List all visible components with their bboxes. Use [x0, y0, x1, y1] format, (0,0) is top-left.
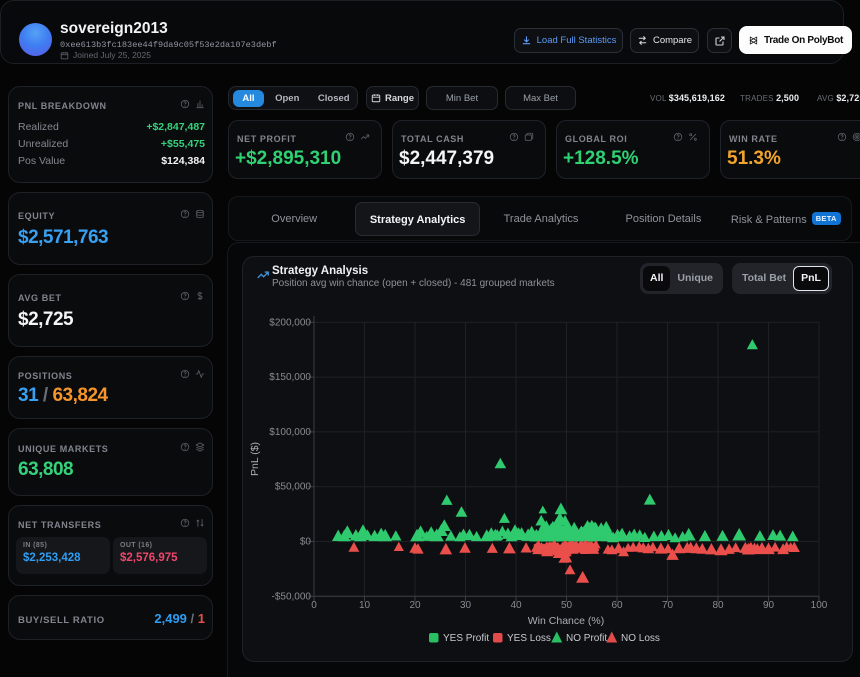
- svg-text:YES Profit: YES Profit: [443, 633, 489, 644]
- svg-text:NO Profit: NO Profit: [566, 633, 607, 644]
- svg-text:60: 60: [611, 600, 623, 611]
- svg-text:90: 90: [763, 600, 775, 611]
- svg-text:-$50,000: -$50,000: [272, 591, 312, 602]
- svg-text:$50,000: $50,000: [275, 482, 312, 493]
- svg-text:10: 10: [359, 600, 371, 611]
- svg-text:PnL ($): PnL ($): [249, 442, 261, 476]
- svg-text:$0: $0: [300, 537, 312, 548]
- svg-text:30: 30: [460, 600, 472, 611]
- svg-text:$200,000: $200,000: [269, 317, 311, 328]
- svg-text:$100,000: $100,000: [269, 427, 311, 438]
- svg-text:0: 0: [311, 600, 317, 611]
- svg-text:100: 100: [811, 600, 828, 611]
- svg-text:20: 20: [409, 600, 421, 611]
- svg-text:70: 70: [662, 600, 674, 611]
- svg-text:YES Loss: YES Loss: [507, 633, 551, 644]
- svg-text:NO Loss: NO Loss: [621, 633, 660, 644]
- svg-text:80: 80: [712, 600, 724, 611]
- svg-text:40: 40: [510, 600, 522, 611]
- svg-text:Win Chance (%): Win Chance (%): [528, 615, 604, 627]
- svg-text:$150,000: $150,000: [269, 372, 311, 383]
- svg-text:50: 50: [561, 600, 573, 611]
